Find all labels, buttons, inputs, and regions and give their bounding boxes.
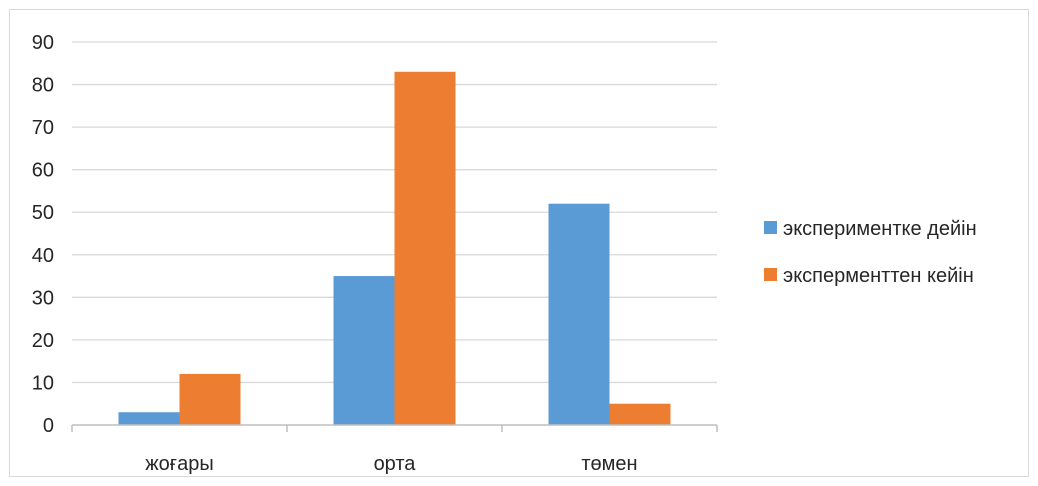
y-tick-label: 50 bbox=[32, 202, 54, 224]
bar bbox=[548, 203, 610, 425]
legend-swatch bbox=[764, 268, 777, 281]
legend-label: эксперменттен кейін bbox=[783, 265, 974, 287]
x-category-label: төмен bbox=[581, 453, 637, 475]
x-category-label: орта bbox=[374, 453, 417, 475]
y-axis-tick-labels: 0 10 20 30 40 50 60 70 80 90 bbox=[32, 32, 54, 437]
bar bbox=[609, 403, 671, 425]
bar bbox=[394, 71, 456, 426]
y-tick-label: 90 bbox=[32, 32, 54, 54]
x-category-label: жоғары bbox=[145, 453, 213, 475]
y-tick-label: 30 bbox=[32, 287, 54, 309]
y-tick-label: 40 bbox=[32, 245, 54, 267]
bars bbox=[118, 71, 671, 426]
chart-area bbox=[9, 9, 1029, 477]
y-tick-label: 60 bbox=[32, 160, 54, 182]
y-tick-label: 70 bbox=[32, 117, 54, 139]
x-axis bbox=[71, 424, 718, 432]
bar bbox=[333, 276, 395, 425]
bar bbox=[179, 373, 241, 425]
legend-label: экспериментке дейін bbox=[783, 218, 977, 240]
y-tick-label: 80 bbox=[32, 75, 54, 97]
y-tick-label: 0 bbox=[43, 415, 54, 437]
bar bbox=[118, 412, 180, 425]
x-axis-category-labels: жоғары орта төмен bbox=[145, 453, 637, 475]
y-tick-label: 10 bbox=[32, 372, 54, 394]
legend-swatch bbox=[764, 221, 777, 234]
legend: экспериментке дейін эксперменттен кейін bbox=[764, 218, 977, 287]
y-tick-label: 20 bbox=[32, 330, 54, 352]
